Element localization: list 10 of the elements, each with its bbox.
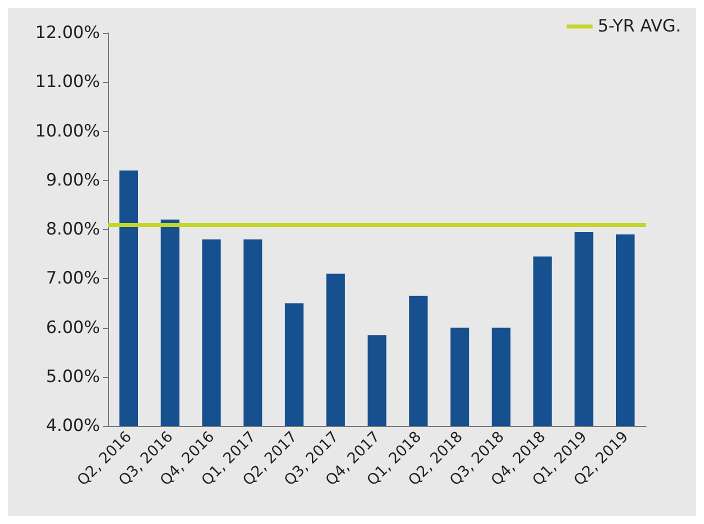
y-tick-label: 4.00% [46, 416, 100, 436]
y-tick-label: 12.00% [35, 23, 100, 43]
y-tick-label: 9.00% [46, 170, 100, 190]
y-tick-label: 11.00% [35, 72, 100, 92]
y-tick-label: 6.00% [46, 318, 100, 338]
y-tick-label: 7.00% [46, 268, 100, 289]
y-tick-label: 5.00% [46, 366, 100, 387]
y-tick-label: 10.00% [35, 121, 100, 142]
legend-label: 5-YR AVG. [598, 16, 682, 36]
y-tick-label: 8.00% [46, 220, 100, 240]
